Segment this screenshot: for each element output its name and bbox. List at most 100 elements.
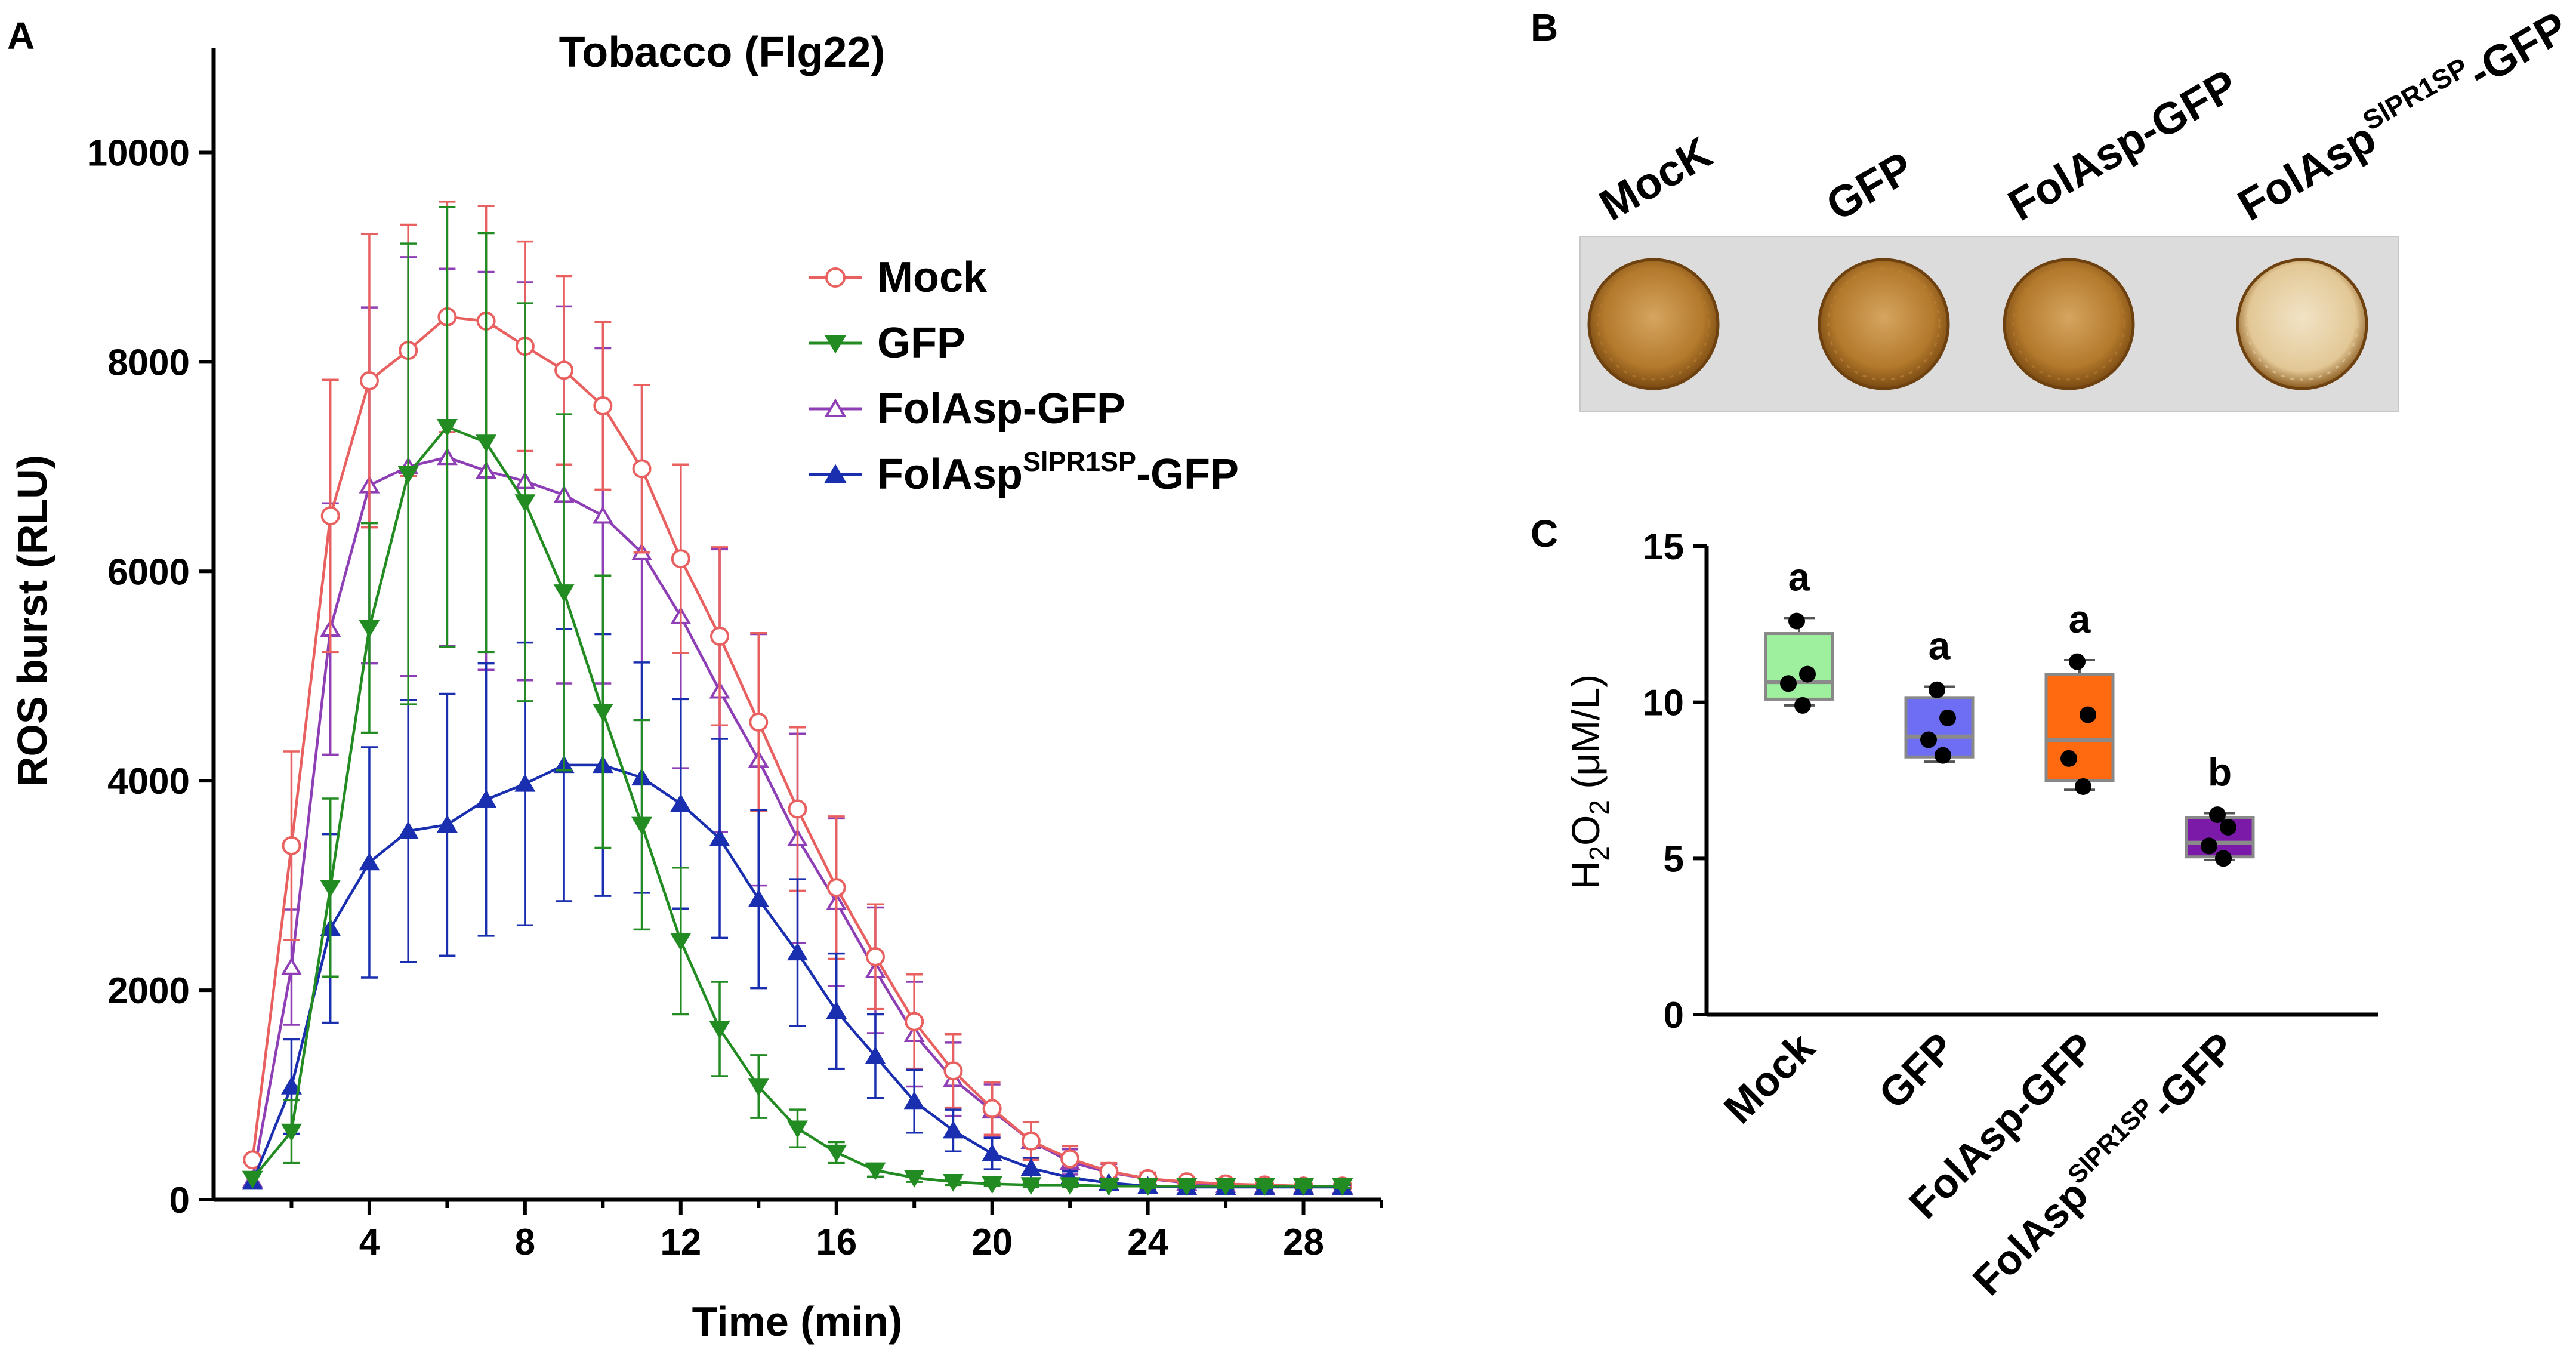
legend-marker [824,398,847,417]
data-point [280,957,302,975]
leaf-label-suffix: -GFP [2460,2,2576,97]
y-tick-label: 0 [169,1180,190,1221]
data-point [1920,731,1937,748]
data-point [397,821,419,839]
legend-label: FolAspSlPR1SP-GFP [877,446,1239,498]
data-point [514,494,536,513]
data-point [2075,778,2091,795]
data-point [2080,706,2096,723]
x-tick-label: 28 [1283,1222,1324,1263]
legend-marker [824,464,847,483]
leaf-label-base: GFP [1818,142,1921,230]
data-point [476,434,497,453]
data-point [282,836,301,855]
data-point [242,1170,263,1189]
box [2044,673,2115,782]
data-point [826,878,846,898]
leaf-disc-texture [2245,267,2359,381]
data-point [671,549,690,569]
data-point [359,852,380,871]
leaf-disc-texture [1827,267,1941,381]
chart-a-title: Tobacco (Flg22) [559,29,886,76]
data-point [903,1091,925,1110]
leaf-disc [1587,258,1720,390]
data-point [709,828,730,846]
legend-label: FolAsp-GFP [877,385,1125,433]
data-point [514,774,536,792]
data-point [903,1169,925,1188]
leaf-label-sup: SlPR1SP [2358,51,2473,136]
data-point [2069,653,2086,670]
category-label-base: Mock [1715,1024,1824,1132]
data-point [593,396,613,416]
box [1764,632,1834,701]
data-point [436,815,458,833]
leaf-label-base: FolAsp-GFP [2000,60,2246,230]
legend-label-suffix: -GFP [1136,451,1239,498]
data-point [436,418,458,437]
category-label-base: FolAsp [1964,1171,2097,1304]
c-y-tick-label: 10 [1643,683,1684,724]
x-tick-label: 16 [816,1222,857,1263]
data-point [942,1120,964,1139]
c-y-tick-label: 5 [1664,839,1684,880]
data-point [865,1162,886,1181]
legend-label: Mock [877,254,988,301]
leaf-label: FolAsp-GFP [2000,60,2246,230]
data-point [1176,1178,1198,1196]
data-point [1799,665,1816,683]
data-point [826,1001,847,1019]
data-point [2220,819,2236,836]
series-FolAsp-GFP [242,256,1353,1194]
leaf-disc [2236,258,2368,390]
x-tick-label: 20 [971,1222,1013,1263]
data-point [632,459,652,479]
category-label: Mock [1715,1024,1824,1132]
leaf-label-base: FolAsp [2230,113,2384,230]
data-point [1780,675,1797,692]
leaf-disc-texture [2012,267,2125,381]
y-tick-label: 4000 [107,761,190,802]
data-point [982,1144,1003,1161]
leaf-disc [2003,258,2135,390]
data-point [1935,747,1951,764]
data-point [554,360,574,380]
data-point [865,1046,886,1064]
chart-a-x-label: Time (min) [692,1298,903,1345]
data-point [476,790,497,808]
box-group: a [1764,554,1834,714]
box-group: a [1904,624,1975,764]
x-tick-label: 24 [1127,1222,1168,1263]
data-point [670,933,692,951]
significance-letter: b [2208,750,2232,794]
leaf-label: MocK [1591,127,1720,230]
data-point [359,620,380,638]
data-point [749,712,769,732]
legend-label-base: FolAsp-GFP [877,385,1125,433]
data-point [359,371,379,390]
data-point [1060,1149,1080,1169]
significance-letter: a [2069,597,2091,641]
category-label: FolAspSlPR1SP-GFP [1962,1022,2244,1304]
data-point [982,1176,1003,1194]
x-tick-label: 8 [515,1222,535,1263]
data-point [982,1099,1002,1118]
legend-marker [825,267,846,288]
x-tick-label: 4 [359,1222,380,1263]
data-point [280,1123,302,1142]
y-tick-label: 10000 [87,132,190,174]
data-point [397,466,419,484]
leaf-disc [1818,258,1950,390]
data-point [1020,1158,1042,1176]
data-point [1788,612,1805,630]
c-y-tick-label: 0 [1664,995,1684,1036]
data-point [1332,1178,1353,1196]
significance-letter: a [1929,624,1951,668]
data-point [1254,1178,1275,1196]
leaf-label: FolAspSlPR1SP-GFP [2228,0,2576,230]
category-label-base: GFP [1870,1024,1964,1117]
category-label-sup: SlPR1SP [2062,1093,2159,1189]
